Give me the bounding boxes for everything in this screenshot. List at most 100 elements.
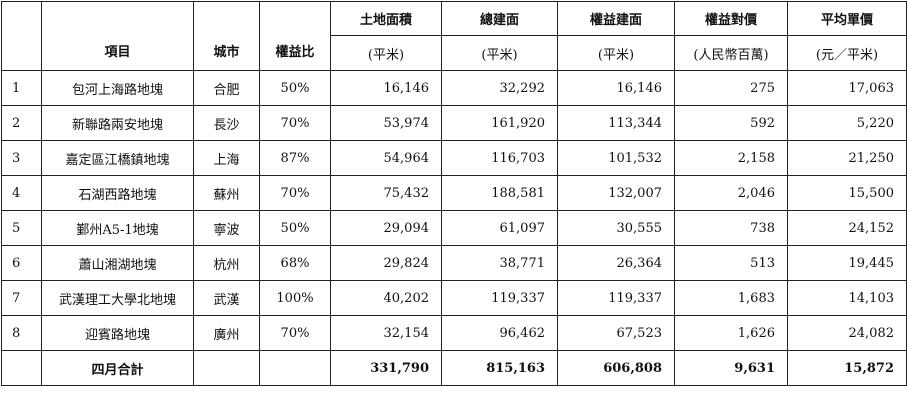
row-land-area: 40,202 <box>330 280 442 316</box>
row-land-area: 75,432 <box>330 175 442 211</box>
row-land-area: 29,824 <box>330 245 442 281</box>
row-avg-price: 21,250 <box>787 140 907 176</box>
row-avg-price: 17,063 <box>787 70 907 106</box>
row-city: 寧波 <box>193 210 260 246</box>
table-row: 8 迎賓路地塊 廣州 70% 32,154 96,462 67,523 1,62… <box>1 315 907 351</box>
row-equity-gfa: 30,555 <box>557 210 675 246</box>
row-ratio: 70% <box>259 175 331 211</box>
row-land-area: 16,146 <box>330 70 442 106</box>
table-row: 3 嘉定區江橋鎮地塊 上海 87% 54,964 116,703 101,532… <box>1 140 907 176</box>
row-equity-gfa: 26,364 <box>557 245 675 281</box>
header-land-area: 土地面積 <box>330 1 442 36</box>
header-project: 項目 <box>41 1 194 71</box>
row-avg-price: 24,082 <box>787 315 907 351</box>
unit-row: (平米) (平米) (平米) (人民幣百萬) (元／平米) <box>2 35 907 71</box>
row-ratio: 70% <box>259 315 331 351</box>
row-equity-price: 1,683 <box>674 280 788 316</box>
row-index: 8 <box>1 315 42 351</box>
total-row: 四月合計 331,790 815,163 606,808 9,631 15,87… <box>1 350 907 386</box>
row-gfa: 96,462 <box>441 315 558 351</box>
total-label: 四月合計 <box>41 350 194 386</box>
row-index: 7 <box>1 280 42 316</box>
row-equity-price: 275 <box>674 70 788 106</box>
unit-gfa: (平米) <box>441 35 558 71</box>
row-index: 6 <box>1 245 42 281</box>
row-equity-price: 2,158 <box>674 140 788 176</box>
row-land-area: 32,154 <box>330 315 442 351</box>
row-index: 3 <box>1 140 42 176</box>
row-index: 1 <box>1 70 42 106</box>
row-city: 廣州 <box>193 315 260 351</box>
header-equity-gfa: 權益建面 <box>557 1 675 36</box>
row-gfa: 116,703 <box>441 140 558 176</box>
table-row: 1 包河上海路地塊 合肥 50% 16,146 32,292 16,146 27… <box>1 70 907 106</box>
row-project: 嘉定區江橋鎮地塊 <box>41 140 194 176</box>
table-row: 7 武漢理工大學北地塊 武漢 100% 40,202 119,337 119,3… <box>1 280 907 316</box>
total-index <box>1 350 42 386</box>
table-row: 6 蕭山湘湖地塊 杭州 68% 29,824 38,771 26,364 513… <box>1 245 907 281</box>
row-avg-price: 15,500 <box>787 175 907 211</box>
total-ratio <box>259 350 331 386</box>
row-avg-price: 24,152 <box>787 210 907 246</box>
row-project: 石湖西路地塊 <box>41 175 194 211</box>
row-gfa: 32,292 <box>441 70 558 106</box>
total-gfa: 815,163 <box>441 350 558 386</box>
row-city: 上海 <box>193 140 260 176</box>
row-gfa: 38,771 <box>441 245 558 281</box>
row-ratio: 70% <box>259 105 331 141</box>
row-gfa: 61,097 <box>441 210 558 246</box>
row-index: 4 <box>1 175 42 211</box>
header-gfa: 總建面 <box>441 1 558 36</box>
row-city: 蘇州 <box>193 175 260 211</box>
header-equity-ratio: 權益比 <box>259 1 331 71</box>
row-city: 長沙 <box>193 105 260 141</box>
row-city: 杭州 <box>193 245 260 281</box>
row-equity-price: 2,046 <box>674 175 788 211</box>
row-equity-gfa: 113,344 <box>557 105 675 141</box>
header-equity-price: 權益對價 <box>674 1 788 36</box>
header-row: 項目 城市 權益比 土地面積 總建面 權益建面 權益對價 平均單價 <box>1 1 907 71</box>
row-avg-price: 19,445 <box>787 245 907 281</box>
row-equity-price: 592 <box>674 105 788 141</box>
row-ratio: 100% <box>259 280 331 316</box>
unit-equity-gfa: (平米) <box>557 35 675 71</box>
header-city: 城市 <box>193 1 260 71</box>
total-city <box>193 350 260 386</box>
row-equity-gfa: 132,007 <box>557 175 675 211</box>
row-land-area: 53,974 <box>330 105 442 141</box>
land-acquisition-table: 項目 城市 權益比 土地面積 總建面 權益建面 權益對價 平均單價 (平米) (… <box>1 1 907 386</box>
unit-equity-price: (人民幣百萬) <box>674 35 788 71</box>
row-index: 2 <box>1 105 42 141</box>
total-equity-price: 9,631 <box>674 350 788 386</box>
row-gfa: 188,581 <box>441 175 558 211</box>
unit-land-area: (平米) <box>330 35 442 71</box>
row-land-area: 54,964 <box>330 140 442 176</box>
table-row: 4 石湖西路地塊 蘇州 70% 75,432 188,581 132,007 2… <box>1 175 907 211</box>
row-equity-gfa: 101,532 <box>557 140 675 176</box>
row-ratio: 50% <box>259 70 331 106</box>
row-equity-price: 1,626 <box>674 315 788 351</box>
row-project: 迎賓路地塊 <box>41 315 194 351</box>
row-equity-gfa: 119,337 <box>557 280 675 316</box>
row-project: 包河上海路地塊 <box>41 70 194 106</box>
row-project: 武漢理工大學北地塊 <box>41 280 194 316</box>
row-ratio: 50% <box>259 210 331 246</box>
row-ratio: 87% <box>259 140 331 176</box>
header-index <box>1 1 42 71</box>
row-index: 5 <box>1 210 42 246</box>
unit-avg-price: (元／平米) <box>787 35 907 71</box>
table-row: 2 新聯路兩安地塊 長沙 70% 53,974 161,920 113,344 … <box>1 105 907 141</box>
row-land-area: 29,094 <box>330 210 442 246</box>
table-row: 5 鄞州A5-1地塊 寧波 50% 29,094 61,097 30,555 7… <box>1 210 907 246</box>
total-avg-price: 15,872 <box>787 350 907 386</box>
row-equity-gfa: 16,146 <box>557 70 675 106</box>
row-project: 鄞州A5-1地塊 <box>41 210 194 246</box>
row-gfa: 119,337 <box>441 280 558 316</box>
row-city: 武漢 <box>193 280 260 316</box>
row-avg-price: 14,103 <box>787 280 907 316</box>
row-city: 合肥 <box>193 70 260 106</box>
row-project: 新聯路兩安地塊 <box>41 105 194 141</box>
row-gfa: 161,920 <box>441 105 558 141</box>
total-equity-gfa: 606,808 <box>557 350 675 386</box>
row-avg-price: 5,220 <box>787 105 907 141</box>
